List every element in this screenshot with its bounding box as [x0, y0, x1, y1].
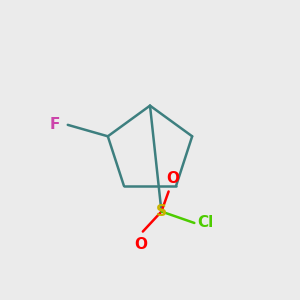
Text: O: O	[167, 171, 179, 186]
Text: O: O	[134, 237, 147, 252]
Text: F: F	[50, 117, 60, 132]
Text: Cl: Cl	[198, 215, 214, 230]
Text: S: S	[156, 204, 167, 219]
